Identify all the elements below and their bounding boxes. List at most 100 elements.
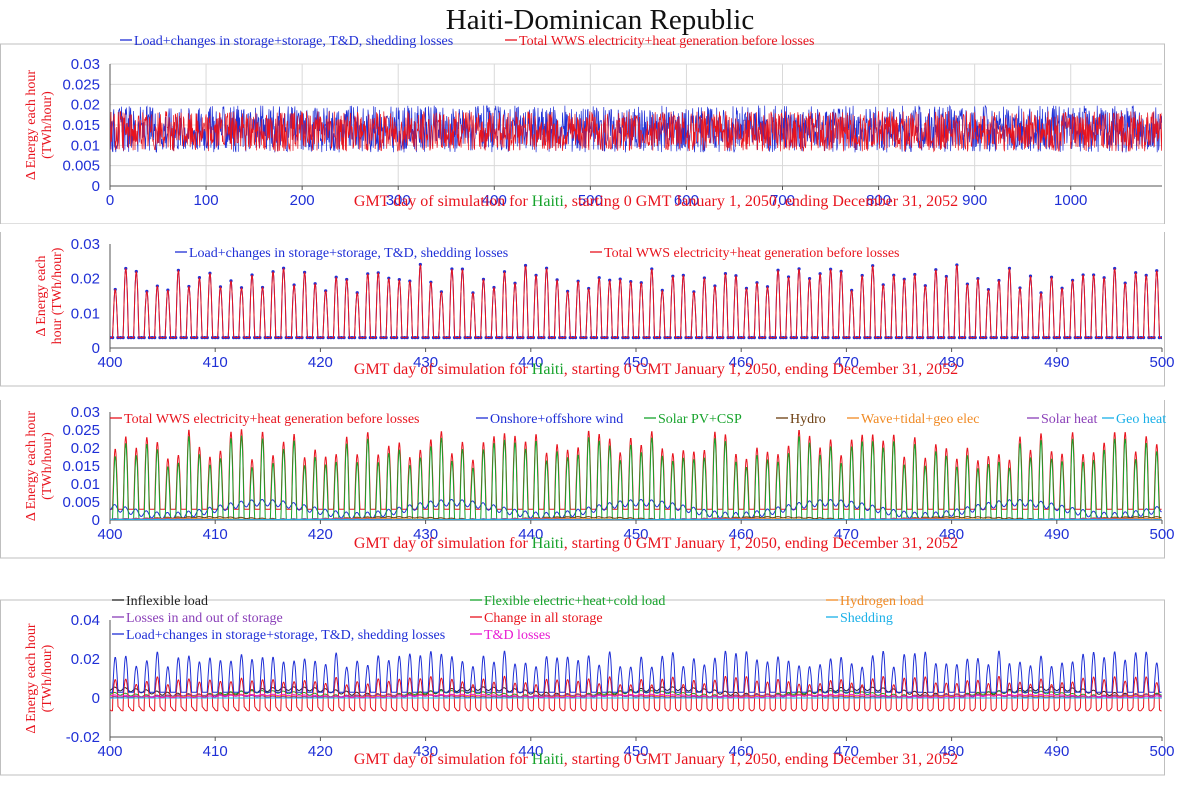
y-axis-label: Δ Energy each hour <box>24 411 39 522</box>
series-marker <box>913 272 917 277</box>
y-axis-label: Δ Energy each hour <box>24 70 39 181</box>
x-tick-label: 430 <box>413 354 438 371</box>
chart-svg-3: 400 410 420 430 440 450 460 470 480 490 50000.0050… <box>0 400 1175 559</box>
y-tick-label: 0.02 <box>71 651 100 668</box>
series-marker <box>734 274 738 278</box>
y-tick-label: 0.015 <box>62 117 100 134</box>
legend-entry: Total WWS electricity+heat generation be… <box>124 412 420 427</box>
y-tick-label: 0 <box>92 178 100 195</box>
legend-entry: Solar heat <box>1041 412 1097 427</box>
x-tick-label: 440 <box>518 354 543 371</box>
legend-entry: Solar PV+CSP <box>658 412 742 427</box>
x-tick-label: 460 <box>729 354 754 371</box>
y-tick-label: 0.025 <box>62 422 100 439</box>
x-tick-label: 490 <box>1044 354 1069 371</box>
chart-svg-4: 400 410 420 430 440 450 460 470 480 490 500 -0.02 0 0… <box>0 594 1175 776</box>
legend-entry: Inflexible load <box>126 594 208 609</box>
x-tick-label: 480 <box>939 526 964 543</box>
series-line-change-in-all-storage <box>110 675 1162 712</box>
series-marker <box>366 272 370 276</box>
series-line-total-wws-electricity-heat-generation-before-losses <box>110 429 1162 510</box>
series-marker <box>450 267 454 271</box>
x-tick-label: 410 <box>203 743 228 760</box>
panel-frame <box>0 232 1165 387</box>
x-tick-label: 500 <box>578 192 603 209</box>
series-marker <box>418 262 422 267</box>
y-tick-label: 0.015 <box>62 458 100 475</box>
y-axis-label: Δ Energy each <box>34 255 49 336</box>
chart-panel-2: 400 410 420 430 440 450 460 470 480 490 500 0 0.01 0.… <box>0 232 1200 394</box>
x-tick-label: 410 <box>203 354 228 371</box>
series-marker <box>944 274 948 279</box>
y-tick-label: 0.02 <box>71 271 100 288</box>
series-line-t-d-losses <box>110 693 1162 699</box>
x-tick-label: 400 <box>97 526 122 543</box>
legend-entry: T&D losses <box>484 628 551 643</box>
y-axis-label: (TWh/hour) <box>40 91 55 159</box>
x-tick-label: 440 <box>518 526 543 543</box>
panel-frame <box>0 599 1165 776</box>
x-tick-label: 460 <box>729 743 754 760</box>
y-tick-label: 0.005 <box>62 158 100 175</box>
x-tick-label: 490 <box>1044 743 1069 760</box>
x-tick-label: 460 <box>729 526 754 543</box>
panel-frame <box>0 43 1165 224</box>
y-tick-label: 0.04 <box>71 612 100 629</box>
x-axis-label: GMT day of simulation for Haiti, startin… <box>354 535 958 552</box>
x-tick-label: 420 <box>308 526 333 543</box>
y-tick-label: 0.03 <box>71 404 100 421</box>
x-tick-label: 440 <box>518 743 543 760</box>
legend-entry: Load+changes in storage+storage, T&D, sh… <box>134 34 453 49</box>
y-tick-label: 0.01 <box>71 305 100 322</box>
x-tick-label: 420 <box>308 354 333 371</box>
series-line-solar-pv-csp <box>110 435 1162 520</box>
series-marker <box>281 266 286 270</box>
x-axis-label: GMT day of simulation for Haiti, startin… <box>354 751 958 768</box>
x-tick-label: 490 <box>1044 526 1069 543</box>
series-line-geo-heat <box>110 518 1162 520</box>
legend-entry: Flexible electric+heat+cold load <box>484 594 665 609</box>
series-marker <box>1007 266 1012 270</box>
legend-entry: Geo heat <box>1116 412 1166 427</box>
x-tick-label: 430 <box>413 526 438 543</box>
x-axis-label: GMT day of simulation for Haiti, startin… <box>354 361 958 378</box>
panel-frame <box>0 400 1165 559</box>
y-tick-label: 0 <box>92 690 100 707</box>
x-tick-label: 480 <box>939 743 964 760</box>
x-axis-label: GMT day of simulation for Haiti, startin… <box>354 193 958 210</box>
series-marker <box>955 263 959 267</box>
legend-entry: Wave+tidal+geo elec <box>861 412 979 427</box>
legend-entry: Change in all storage <box>484 611 603 626</box>
legend-entry: Total WWS electricity+heat generation be… <box>519 34 815 49</box>
x-tick-label: 500 <box>1149 354 1174 371</box>
series-marker <box>650 267 654 271</box>
x-tick-label: 400 <box>97 743 122 760</box>
x-tick-label: 450 <box>623 743 648 760</box>
series-line-load-changes-in-storage-storage-t-d-shedding-losses <box>110 104 1162 153</box>
series-marker <box>797 267 801 271</box>
series-marker <box>544 266 549 270</box>
x-tick-label: 430 <box>413 743 438 760</box>
y-tick-label: 0.02 <box>71 440 100 457</box>
x-tick-label: 500 <box>1149 743 1174 760</box>
legend-entry: Hydrogen load <box>840 594 924 609</box>
series-marker <box>124 266 128 271</box>
y-axis-label: hour (TWh/hour) <box>50 247 65 344</box>
x-tick-label: 400 <box>97 354 122 371</box>
series-marker <box>387 276 391 280</box>
series-line-load-changes-in-storage-storage-t-d-shedding-losses <box>110 650 1162 693</box>
series-marker <box>1155 269 1159 273</box>
legend-entry: Shedding <box>840 611 893 626</box>
page-title: Haiti-Dominican Republic <box>445 4 755 36</box>
series-marker <box>208 271 212 275</box>
y-tick-label: 0 <box>92 340 100 357</box>
y-axis-label: (TWh/hour) <box>40 432 55 500</box>
x-tick-label: 0 <box>106 192 114 209</box>
series-marker <box>1134 271 1138 275</box>
series-line-total-wws-electricity-heat-generation-before-losses <box>110 264 1162 339</box>
chart-svg-2: 400 410 420 430 440 450 460 470 480 490 500 0 0.01 0.… <box>0 232 1175 387</box>
x-tick-label: 100 <box>194 192 219 209</box>
y-tick-label: 0 <box>92 512 100 529</box>
series-marker <box>776 268 780 272</box>
y-axis-label: (TWh/hour) <box>40 644 55 712</box>
